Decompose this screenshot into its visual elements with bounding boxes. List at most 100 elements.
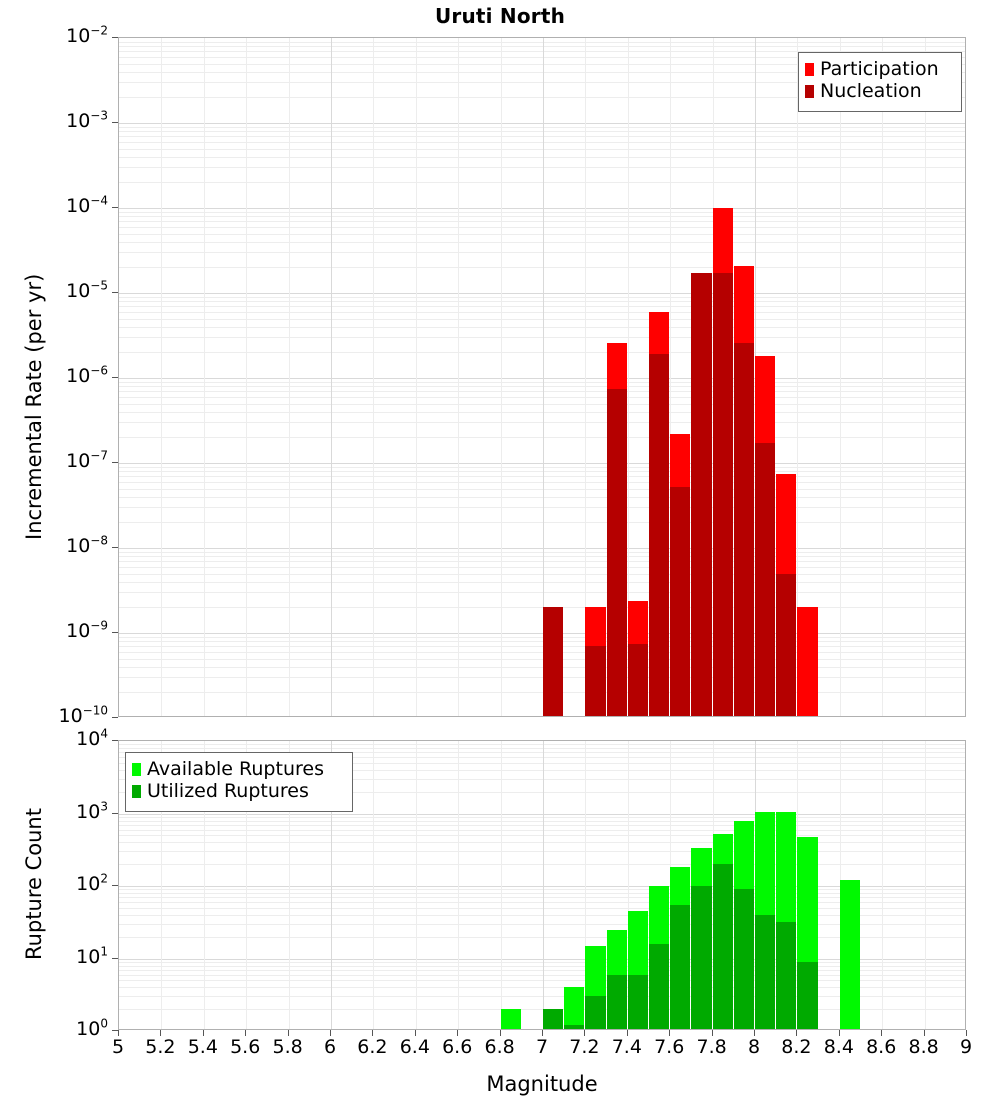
y-tick-mark xyxy=(112,462,118,463)
grid-line-minor xyxy=(119,221,965,223)
grid-line-minor xyxy=(119,889,965,891)
y-tick-mark xyxy=(112,1030,118,1031)
grid-line-minor xyxy=(119,352,965,354)
grid-line-minor xyxy=(119,658,965,660)
top-legend: Participation Nucleation xyxy=(798,52,962,112)
grid-line-minor xyxy=(119,466,965,468)
grid-line-vertical xyxy=(289,38,290,716)
grid-line-vertical xyxy=(161,38,162,716)
legend-label: Available Ruptures xyxy=(147,757,324,780)
grid-line-minor xyxy=(119,842,965,844)
grid-line-minor xyxy=(119,677,965,679)
grid-line-minor xyxy=(119,566,965,568)
y-tick-label: 10−6 xyxy=(66,363,108,387)
x-tick-label: 6 xyxy=(323,1036,337,1058)
grid-line-minor xyxy=(119,974,965,976)
grid-line-minor xyxy=(119,82,965,84)
x-tick-mark xyxy=(838,1030,840,1036)
bar-utilized-ruptures xyxy=(733,889,754,1029)
grid-line-minor xyxy=(119,41,965,43)
grid-line-minor xyxy=(119,636,965,638)
grid-line-minor xyxy=(119,411,965,413)
figure-title: Uruti North xyxy=(434,4,566,28)
grid-line-minor xyxy=(119,381,965,383)
bar-available-ruptures xyxy=(839,880,860,1029)
grid-line-vertical xyxy=(289,741,290,1029)
x-tick-label: 5 xyxy=(111,1036,125,1058)
legend-label: Participation xyxy=(820,57,939,80)
bar-utilized-ruptures xyxy=(627,974,648,1029)
grid-line-major xyxy=(119,548,965,549)
grid-line-minor xyxy=(119,46,965,48)
bar-utilized-ruptures xyxy=(649,943,670,1029)
grid-line-major xyxy=(119,463,965,464)
grid-line-vertical xyxy=(161,741,162,1029)
grid-line-minor xyxy=(119,961,965,963)
grid-line-vertical xyxy=(501,741,502,1029)
grid-line-minor xyxy=(119,581,965,583)
x-tick-mark xyxy=(414,1030,416,1036)
x-tick-label: 8 xyxy=(747,1036,761,1058)
x-tick-mark xyxy=(881,1030,883,1036)
x-tick-mark xyxy=(330,1030,331,1036)
x-tick-mark xyxy=(754,1030,755,1036)
legend-item: Utilized Ruptures xyxy=(132,780,344,802)
legend-swatch-icon xyxy=(132,762,141,776)
x-tick-label: 9 xyxy=(959,1036,973,1058)
y-tick-mark xyxy=(112,122,118,123)
grid-line-minor xyxy=(119,63,965,65)
grid-line-vertical xyxy=(925,38,926,716)
grid-line-minor xyxy=(119,573,965,575)
x-tick-label: 5.2 xyxy=(145,1036,176,1058)
grid-line-vertical xyxy=(458,741,459,1029)
bar-available-ruptures xyxy=(564,987,585,1029)
grid-line-minor xyxy=(119,551,965,553)
x-tick-label: 6.4 xyxy=(399,1036,430,1058)
y-tick-label: 10−3 xyxy=(66,108,108,132)
grid-line-vertical xyxy=(882,741,883,1029)
grid-line-minor xyxy=(119,666,965,668)
grid-line-minor xyxy=(119,488,965,490)
x-tick-label: 5.8 xyxy=(272,1036,303,1058)
grid-line-minor xyxy=(119,476,965,478)
y-tick-label: 10−8 xyxy=(66,533,108,557)
grid-line-minor xyxy=(119,71,965,73)
y-tick-mark xyxy=(112,717,118,718)
grid-line-vertical xyxy=(882,38,883,716)
x-tick-label: 7.8 xyxy=(696,1036,727,1058)
grid-line-vertical xyxy=(416,741,417,1029)
y-tick-mark xyxy=(112,812,118,814)
grid-line-vertical xyxy=(204,741,205,1029)
grid-line-vertical xyxy=(543,741,544,1029)
grid-line-major xyxy=(119,293,965,294)
grid-line-vertical xyxy=(246,741,247,1029)
legend-item: Available Ruptures xyxy=(132,758,344,780)
grid-line-minor xyxy=(119,403,965,405)
x-tick-mark xyxy=(669,1030,671,1036)
grid-line-minor xyxy=(119,156,965,158)
grid-line-minor xyxy=(119,226,965,228)
y-tick-mark xyxy=(112,885,118,886)
bar-utilized-ruptures xyxy=(755,914,776,1029)
grid-line-minor xyxy=(119,824,965,826)
grid-line-minor xyxy=(119,762,965,764)
grid-line-minor xyxy=(119,651,965,653)
bar-utilized-ruptures xyxy=(691,886,712,1029)
bar-nucleation xyxy=(543,607,564,716)
x-tick-label: 7.6 xyxy=(654,1036,685,1058)
grid-line-minor xyxy=(119,131,965,133)
grid-line-minor xyxy=(119,252,965,254)
x-tick-mark xyxy=(160,1030,162,1036)
y-tick-label: 103 xyxy=(76,799,108,823)
grid-line-minor xyxy=(119,692,965,694)
grid-line-minor xyxy=(119,1009,965,1011)
grid-line-minor xyxy=(119,267,965,269)
grid-line-vertical xyxy=(331,741,332,1029)
bar-utilized-ruptures xyxy=(670,904,691,1029)
bar-utilized-ruptures xyxy=(606,974,627,1029)
grid-line-minor xyxy=(119,306,965,308)
x-tick-label: 5.6 xyxy=(230,1036,261,1058)
grid-line-vertical xyxy=(246,38,247,716)
x-tick-label: 8.8 xyxy=(908,1036,939,1058)
bar-nucleation xyxy=(755,443,776,716)
